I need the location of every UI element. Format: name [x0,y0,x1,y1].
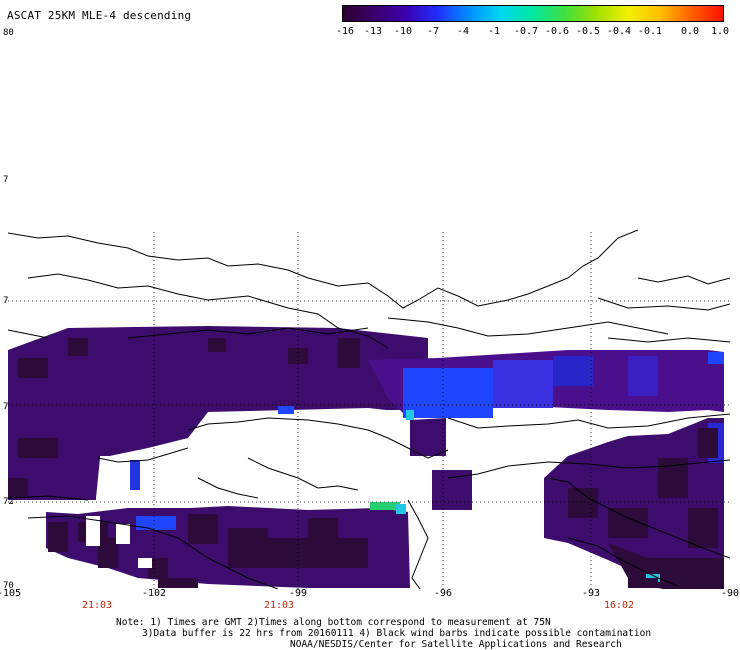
longitude-label: -96 [433,588,453,599]
dark-cell [8,478,28,498]
dark-cell [628,578,658,588]
note-line-1: Note: 1) Times are GMT 2)Times along bot… [116,617,551,628]
dark-cell [48,522,68,552]
cyan-patch [406,410,414,420]
coastline [567,537,679,587]
blue-patch [403,368,493,418]
dark-cell [268,538,308,568]
time-label: 21:03 [81,600,113,611]
colorbar-label: -10 [393,26,413,37]
graticule [8,232,730,589]
blue-patch [278,406,294,414]
no-data-gap [86,516,100,546]
coastline [387,317,669,337]
blue-patch [136,516,176,530]
coastline [407,499,429,589]
blue-patch [628,356,658,396]
blue-patch [128,460,140,490]
time-label: 16:02 [603,600,635,611]
no-data-gap [116,524,130,544]
dark-cell [338,538,368,568]
dark-cell [18,358,48,378]
dark-cell [228,528,268,568]
colorbar-label: -1 [487,26,501,37]
dark-cell [608,508,648,538]
dark-cell [188,514,218,544]
mid-block-2 [432,470,472,510]
latitude-label: 70 [3,581,14,591]
dark-cell [308,518,338,568]
coastline [197,477,259,499]
coastline [547,477,730,559]
colorbar-label: -7 [426,26,440,37]
coastline [127,327,369,339]
longitude-label: -99 [288,588,308,599]
colorbar-label: 1.0 [710,26,730,37]
coastline [8,329,49,339]
no-data-gap [138,558,152,568]
colorbar-label: -0.6 [544,26,570,37]
left-strip [8,478,96,500]
coastline [597,297,730,311]
longitude-label: -93 [581,588,601,599]
note-line-2: 3)Data buffer is 22 hrs from 20160111 4)… [142,628,652,639]
cyan-patch [396,504,406,514]
coastline [607,337,730,343]
dark-cell [18,438,58,458]
coastline [97,447,189,463]
colorbar-label: -0.7 [513,26,539,37]
dark-cell [208,338,226,352]
colorbar-label: -0.1 [637,26,663,37]
dark-cell [698,428,718,458]
blue-patch [493,360,553,408]
coastline [27,273,389,349]
longitude-label: -90 [720,588,740,599]
colorbar-label: -13 [363,26,383,37]
dark-cell [98,538,118,568]
dark-cell [148,558,168,578]
time-label: 21:03 [263,600,295,611]
dark-cell [688,508,718,548]
left-upper-swath [8,326,428,498]
scatterometer-map [8,38,730,589]
no-data-gap [158,458,188,482]
colorbar-label: -0.4 [606,26,632,37]
coastline [247,457,359,491]
green-patch [370,502,400,510]
no-data-top [8,38,730,326]
blue-patch [553,356,593,386]
colorbar-label: 0.0 [680,26,700,37]
mid-block-1 [410,418,446,456]
coastline [187,417,449,459]
data-swaths [8,38,730,589]
dark-cell [158,578,198,588]
note-line-3: NOAA/NESDIS/Center for Satellite Applica… [290,639,622,650]
colorbar-label: -4 [456,26,470,37]
colorbar [342,5,724,22]
longitude-label: -105 [0,588,22,599]
blue-patch [708,352,724,364]
latitude-label: 80 [3,28,14,38]
longitude-label: -102 [141,588,167,599]
dark-cell [688,558,718,578]
coastlines [8,229,730,589]
map-title: ASCAT 25KM MLE-4 descending [7,9,192,22]
coastline [27,515,279,589]
coastline [447,459,730,479]
colorbar-label: -0.5 [575,26,601,37]
coastline [8,229,639,309]
dark-cell [338,338,360,368]
coastline [8,495,89,501]
coastline [637,275,730,285]
dark-cell [68,338,88,356]
dark-cell [568,488,598,518]
colorbar-label: -16 [335,26,355,37]
coastline [447,413,730,429]
